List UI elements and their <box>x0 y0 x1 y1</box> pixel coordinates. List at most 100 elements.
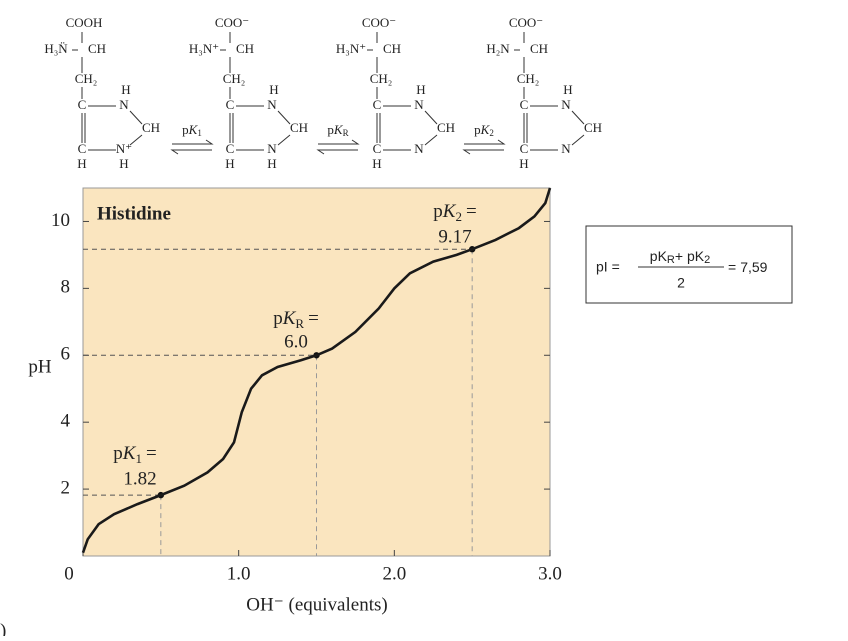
pk-sub: 2 <box>455 209 462 224</box>
bond <box>571 110 585 125</box>
pk-k: K <box>282 308 297 329</box>
atom-label: H <box>77 156 86 171</box>
chart-title: Histidine <box>97 203 171 224</box>
atom-label: H₃N⁺ <box>336 41 366 56</box>
atom-label: CH <box>88 41 106 56</box>
bond <box>129 110 143 125</box>
x-axis-label: OH⁻ (equivalents) <box>246 594 387 615</box>
formula-part: pK <box>650 248 668 264</box>
pk-value: 9.17 <box>438 226 471 247</box>
arrow <box>170 149 212 155</box>
atom-label: CH <box>530 41 548 56</box>
atom-label: CH <box>236 41 254 56</box>
atom-label: CH <box>290 120 308 135</box>
bond <box>277 110 291 125</box>
arrow-label: pK1 <box>182 122 202 138</box>
atom-label: COO⁻ <box>215 15 249 30</box>
atom-label: H₂N <box>486 41 510 56</box>
pk-eq: = <box>466 201 477 222</box>
atom-label: H <box>269 82 278 97</box>
atom-label: H <box>267 156 276 171</box>
atom-label: COOH <box>66 15 103 30</box>
pk-sub: R <box>343 128 349 138</box>
x-tick-label: 1.0 <box>227 563 251 584</box>
x-tick-label: 0 <box>64 563 74 584</box>
pk-p: p <box>113 443 123 464</box>
atom-label: N <box>267 97 277 112</box>
atom-label: CH <box>437 120 455 135</box>
y-axis-label: pH <box>28 356 52 377</box>
atom-label: COO⁻ <box>509 15 543 30</box>
atom-label: H <box>563 82 572 97</box>
atom-label: C <box>78 141 87 156</box>
formula-result: = 7,59 <box>728 259 768 275</box>
arrow-label: pK2 <box>474 122 494 138</box>
pk-k: K <box>122 443 137 464</box>
pk-label: pKR = <box>273 308 319 331</box>
atom-label: CH₂ <box>517 71 540 86</box>
pk-label: pK1 = <box>113 443 156 466</box>
pk-p: p <box>327 122 334 137</box>
bond <box>277 134 291 146</box>
atom-label: CH₂ <box>370 71 393 86</box>
titration-curve <box>81 187 552 554</box>
bond <box>571 134 585 146</box>
y-tick-label: 8 <box>61 277 71 298</box>
pk-value: 6.0 <box>284 331 308 352</box>
atom-label: C <box>226 97 235 112</box>
atom-label: N <box>119 97 129 112</box>
y-tick-label: 2 <box>61 477 71 498</box>
atom-label: CH₂ <box>223 71 246 86</box>
arrow <box>462 149 504 155</box>
atom-label: N <box>267 141 277 156</box>
arrow <box>318 139 360 145</box>
pk-eq: = <box>146 443 157 464</box>
atom-label: H₃N̈ <box>44 41 68 56</box>
y-tick-label: 10 <box>51 210 70 231</box>
pk-eq: = <box>308 308 319 329</box>
atom-label: C <box>520 141 529 156</box>
formula-lhs: pI = <box>596 259 620 275</box>
atom-label: N⁺ <box>116 141 132 156</box>
atom-label: C <box>226 141 235 156</box>
atom-label: C <box>78 97 87 112</box>
atom-label: C <box>373 97 382 112</box>
atom-label: CH <box>142 120 160 135</box>
formula-box <box>585 225 793 304</box>
atom-label: C <box>373 141 382 156</box>
bond <box>424 134 438 146</box>
bond <box>129 134 143 146</box>
atom-label: CH₂ <box>75 71 98 86</box>
atom-label: H <box>121 82 130 97</box>
atom-label: N <box>561 141 571 156</box>
pk-value: 1.82 <box>123 468 156 489</box>
pk-sub: R <box>295 316 304 331</box>
atom-label: H₃N⁺ <box>189 41 219 56</box>
pk-p: p <box>474 122 481 137</box>
atom-label: H <box>372 156 381 171</box>
pk-k: K <box>188 122 199 137</box>
atom-label: H <box>119 156 128 171</box>
atom-label: COO⁻ <box>362 15 396 30</box>
atom-label: N <box>414 97 424 112</box>
atom-label: N <box>561 97 571 112</box>
atom-label: C <box>520 97 529 112</box>
formula-sub: 2 <box>704 254 710 266</box>
pk-p: p <box>273 308 283 329</box>
formula-denominator: 2 <box>677 275 685 291</box>
pk-p: p <box>182 122 189 137</box>
x-tick-label: 2.0 <box>382 563 406 584</box>
arrow <box>316 149 358 155</box>
formula-part: + pK <box>675 248 705 264</box>
pk-label: pK2 = <box>433 201 476 224</box>
pk-sub: 1 <box>135 451 142 466</box>
atom-label: N <box>414 141 424 156</box>
pk-k: K <box>480 122 491 137</box>
y-tick-label: 4 <box>61 411 71 432</box>
